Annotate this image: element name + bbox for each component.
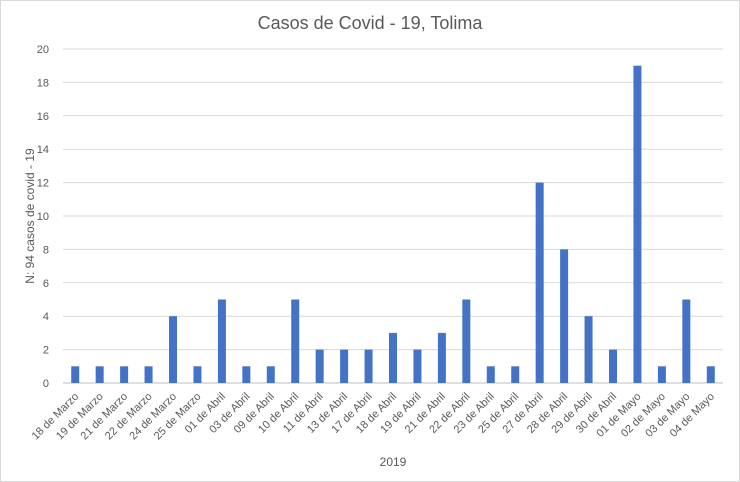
bar [242,366,251,383]
y-tick-label: 12 [37,178,49,190]
bar [413,349,422,383]
bar [511,366,520,383]
y-tick-label: 14 [37,144,49,156]
y-tick-label: 8 [43,244,49,256]
bar [584,316,593,383]
y-tick-label: 0 [43,378,49,390]
bar [462,299,471,383]
y-axis-label: N: 94 casos de covid - 19 [23,148,37,284]
x-axis-label: 2019 [380,455,407,469]
bar [364,349,373,383]
bar [682,299,691,383]
bar [633,65,642,383]
bar [706,366,715,383]
bar [266,366,275,383]
bars [71,65,715,383]
bar [144,366,153,383]
bar [71,366,80,383]
bar [120,366,129,383]
y-tick-label: 10 [37,211,49,223]
y-tick-label: 20 [37,44,49,56]
bar [340,349,349,383]
y-axis-ticks: 0 2 4 6 8 10 12 14 16 18 20 [37,44,49,390]
y-tick-label: 2 [43,345,49,357]
bar [169,316,177,383]
bar [486,366,495,383]
bar [315,349,324,383]
y-tick-label: 6 [43,278,49,290]
chart-title: Casos de Covid - 19, Tolima [258,13,484,33]
bar [389,332,397,383]
y-tick-label: 4 [43,311,49,323]
bar [535,182,544,383]
bar [437,332,446,383]
y-tick-label: 16 [37,111,49,123]
bar [217,299,226,383]
bar [609,349,617,383]
bar [560,249,569,383]
bar [95,366,104,383]
y-tick-label: 18 [37,77,49,89]
bar [657,366,666,383]
bar [291,299,300,383]
bar [193,366,202,383]
